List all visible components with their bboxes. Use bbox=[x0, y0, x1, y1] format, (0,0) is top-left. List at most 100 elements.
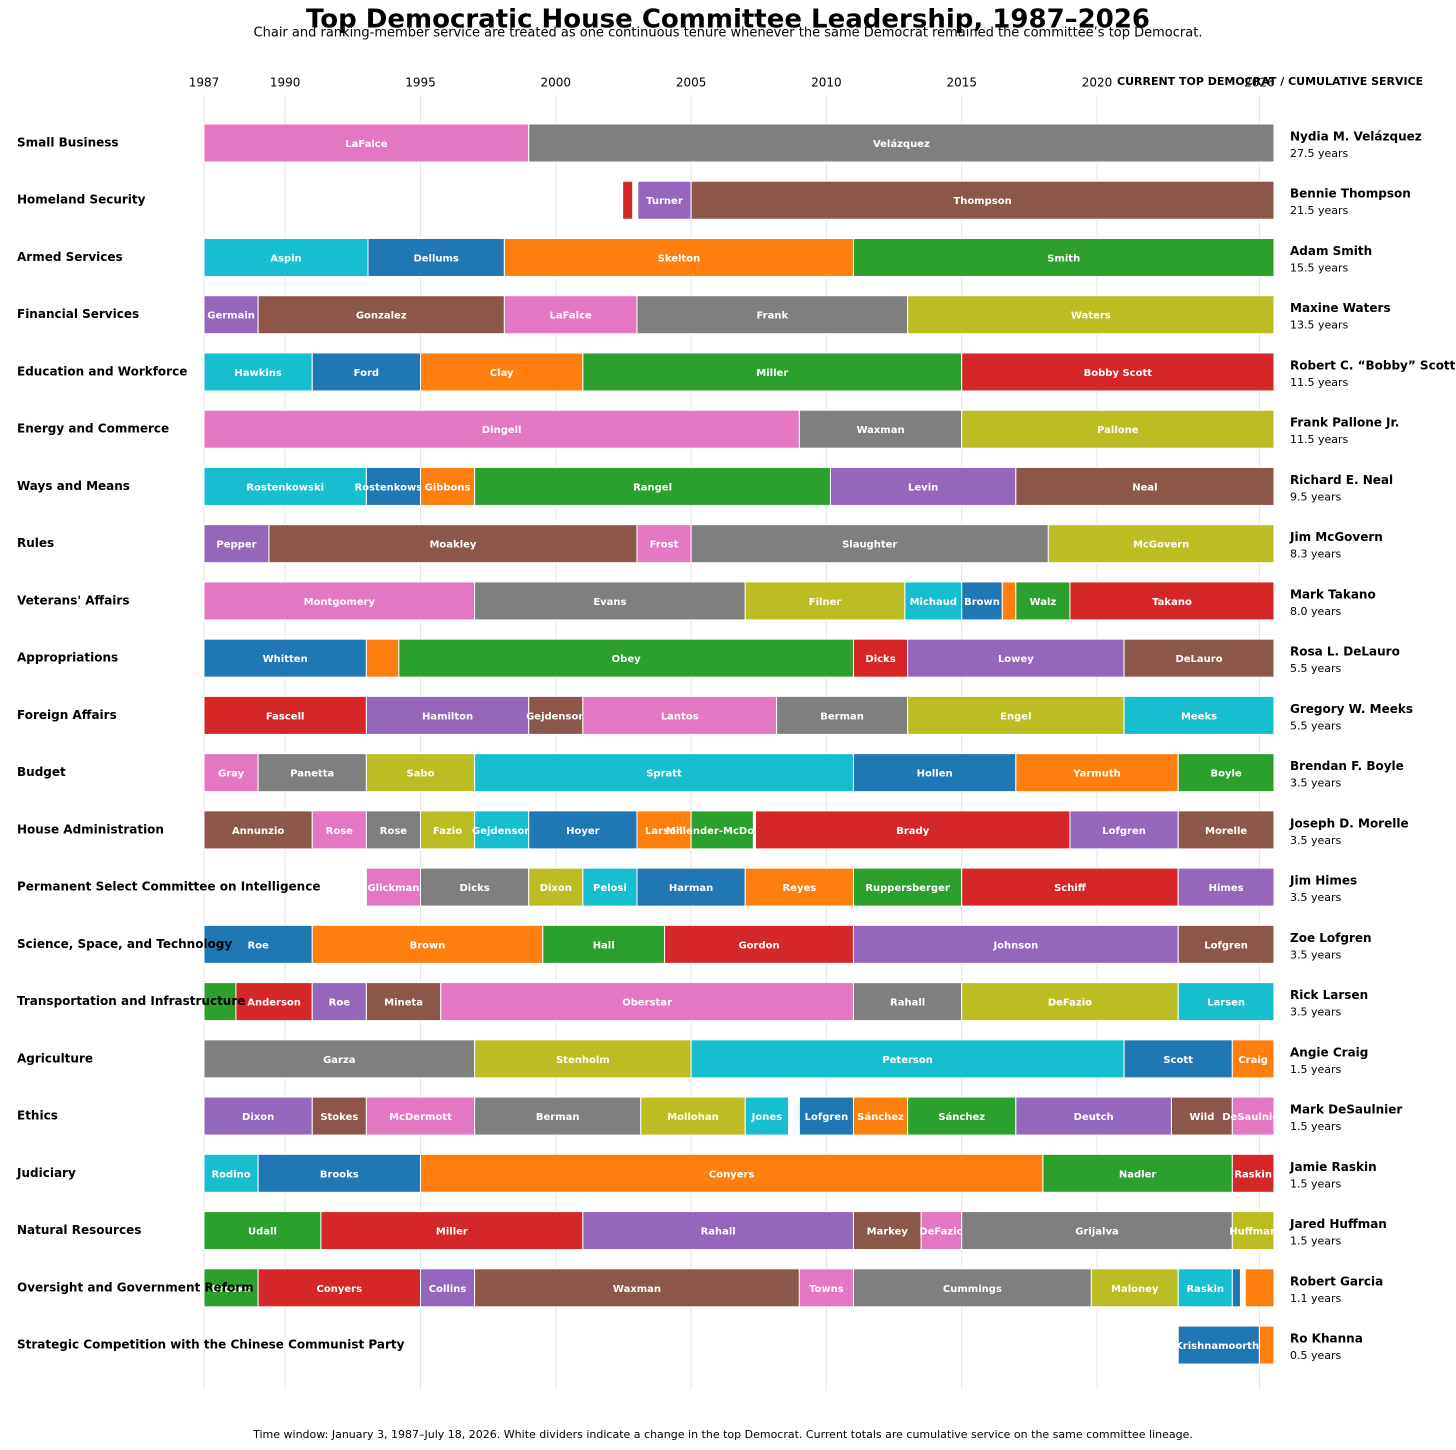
chart-title: Top Democratic House Committee Leadershi… bbox=[306, 5, 1150, 35]
tenure-bar bbox=[636, 810, 692, 850]
tenure-bar bbox=[419, 352, 584, 392]
tenure-bar bbox=[203, 352, 313, 392]
tenure-bar bbox=[852, 1211, 922, 1251]
current-leader: Robert Garcia bbox=[1290, 1274, 1383, 1288]
tenure-bar bbox=[690, 180, 1275, 220]
tenure-bar bbox=[852, 1268, 1092, 1308]
tenure-bar bbox=[1177, 982, 1275, 1022]
tenure-bar bbox=[203, 295, 259, 335]
x-tick-label: 1995 bbox=[405, 76, 436, 90]
tenure-bar bbox=[1069, 810, 1179, 850]
tenure-bar bbox=[1231, 1039, 1275, 1079]
segment-label: Panetta bbox=[290, 769, 334, 780]
segment-label: Grijalva bbox=[1075, 1227, 1118, 1238]
current-leader: Rosa L. DeLauro bbox=[1290, 645, 1400, 659]
segment-label: Hoyer bbox=[566, 826, 600, 837]
current-leader: Jared Huffman bbox=[1289, 1217, 1387, 1231]
segment-label: Thompson bbox=[953, 196, 1011, 207]
tenure-bar bbox=[1231, 1211, 1275, 1251]
current-leader: Mark DeSaulnier bbox=[1290, 1103, 1402, 1117]
segment-label: LaFalce bbox=[345, 139, 387, 150]
segment-label: Clay bbox=[490, 368, 514, 379]
tenure-bar bbox=[419, 810, 476, 850]
tenure-bar bbox=[1170, 1096, 1233, 1136]
tenure-bar bbox=[419, 1268, 476, 1308]
segment-label: Rostenkowski bbox=[355, 482, 433, 493]
segment-label: Rose bbox=[380, 826, 408, 837]
tenure-bar bbox=[203, 123, 530, 163]
tenure-bar bbox=[503, 295, 638, 335]
segment-label: Roe bbox=[329, 998, 351, 1009]
tenure-bar bbox=[1047, 524, 1275, 564]
segment-label: Glickman bbox=[367, 883, 419, 894]
segment-label: Gonzalez bbox=[356, 311, 407, 322]
cumulative-service: 3.5 years bbox=[1290, 1006, 1342, 1019]
committee-label: Veterans' Affairs bbox=[17, 593, 129, 607]
x-tick-label: 2026 bbox=[1244, 76, 1275, 90]
segment-label: Gibbons bbox=[425, 482, 471, 493]
committee-label: Small Business bbox=[17, 136, 119, 150]
committee-label: Homeland Security bbox=[17, 193, 146, 207]
segment-label: Miller bbox=[436, 1227, 468, 1238]
segment-label: Yarmuth bbox=[1072, 769, 1120, 780]
current-leader: Jamie Raskin bbox=[1289, 1160, 1377, 1174]
segment-label: Millender-McDonald bbox=[666, 826, 779, 837]
cumulative-service: 5.5 years bbox=[1290, 719, 1342, 732]
segment-label: Sánchez bbox=[938, 1111, 985, 1123]
chart-subtitle: Chair and ranking-member service are tre… bbox=[254, 26, 1203, 41]
segment-label: Engel bbox=[1000, 711, 1031, 722]
segment-label: Huffman bbox=[1229, 1227, 1277, 1238]
segment-label: Udall bbox=[248, 1227, 277, 1238]
segment-label: Deutch bbox=[1074, 1112, 1114, 1123]
committee-label: Strategic Competition with the Chinese C… bbox=[17, 1338, 405, 1352]
segment-label: Ford bbox=[354, 368, 379, 379]
x-tick-label: 2005 bbox=[676, 76, 707, 90]
tenure-bar bbox=[1177, 753, 1275, 793]
segment-label: Gejdenson bbox=[472, 826, 531, 837]
segment-label: Morelle bbox=[1205, 826, 1247, 837]
cumulative-service: 8.0 years bbox=[1290, 605, 1342, 618]
cumulative-service: 3.5 years bbox=[1290, 891, 1342, 904]
tenure-bar bbox=[690, 810, 754, 850]
segment-label: Filner bbox=[809, 597, 842, 608]
current-leader: Brendan F. Boyle bbox=[1290, 759, 1404, 773]
segment-label: Berman bbox=[820, 711, 864, 722]
cumulative-service: 9.5 years bbox=[1290, 490, 1342, 503]
tenure-bar bbox=[203, 753, 259, 793]
segment-label: LaFalce bbox=[550, 311, 592, 322]
segment-label: Himes bbox=[1209, 883, 1244, 894]
cumulative-service: 5.5 years bbox=[1290, 662, 1342, 675]
segment-label: Collins bbox=[429, 1284, 467, 1295]
tenure-bar bbox=[203, 695, 367, 735]
segment-label: Pepper bbox=[216, 540, 256, 551]
committee-label: Education and Workforce bbox=[17, 364, 187, 378]
tenure-bar bbox=[1177, 810, 1275, 850]
tenure-bar bbox=[744, 581, 906, 621]
segment-label: Smith bbox=[1047, 253, 1080, 264]
cumulative-service: 11.5 years bbox=[1290, 376, 1349, 389]
x-tick-label: 2020 bbox=[1082, 76, 1113, 90]
segment-label: Frank bbox=[756, 311, 788, 322]
committee-label: Appropriations bbox=[17, 651, 118, 665]
tenure-bar bbox=[1015, 753, 1179, 793]
column-header: CURRENT TOP DEMOCRAT / CUMULATIVE SERVIC… bbox=[1117, 75, 1423, 88]
segment-label: Hall bbox=[593, 940, 615, 951]
tenure-bar bbox=[1177, 924, 1275, 964]
tenure-bar bbox=[907, 295, 1275, 335]
segment-label: Mineta bbox=[384, 998, 423, 1009]
committee-label: Ethics bbox=[17, 1109, 58, 1123]
segment-label: Michaud bbox=[910, 597, 957, 608]
segment-label: Towns bbox=[809, 1284, 844, 1295]
committee-label: Natural Resources bbox=[17, 1223, 141, 1237]
x-tick-label: 2015 bbox=[946, 76, 977, 90]
segment-label: Raskin bbox=[1234, 1169, 1272, 1180]
tenure-bar bbox=[203, 1268, 259, 1308]
tenure-bar bbox=[755, 810, 1071, 850]
segment-label: Mollohan bbox=[667, 1112, 719, 1123]
current-leader: Bennie Thompson bbox=[1290, 187, 1411, 201]
tenure-bar bbox=[1123, 695, 1275, 735]
x-tick-label: 2000 bbox=[541, 76, 572, 90]
tenure-bar bbox=[1244, 1268, 1275, 1308]
tenure-bar bbox=[636, 867, 746, 907]
current-leader: Maxine Waters bbox=[1290, 301, 1391, 315]
